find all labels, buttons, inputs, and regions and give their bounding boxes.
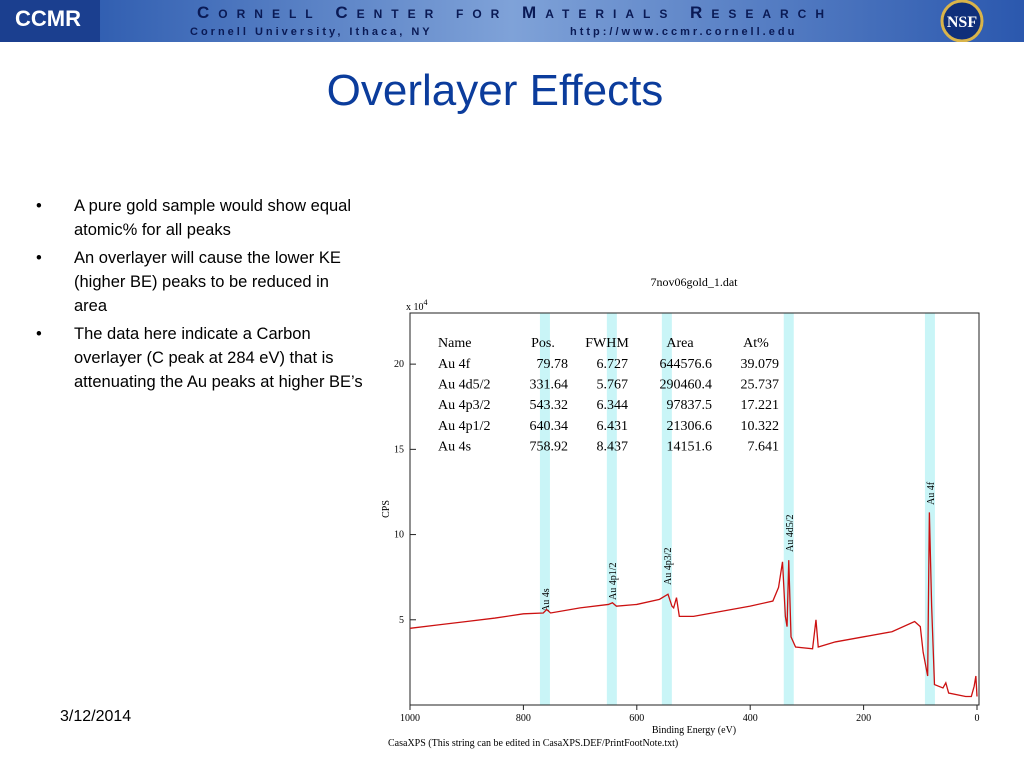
- table-header: Name: [438, 336, 471, 351]
- table-cell: Au 4f: [438, 357, 471, 372]
- y-tick-label: 15: [394, 444, 404, 455]
- header-url: http://www.ccmr.cornell.edu: [570, 26, 797, 38]
- table-cell: 8.437: [597, 439, 629, 454]
- peak-band: [783, 313, 794, 705]
- bullet-list: A pure gold sample would show equal atom…: [34, 194, 364, 398]
- bullet: An overlayer will cause the lower KE (hi…: [34, 246, 364, 318]
- table-cell: Au 4p3/2: [438, 398, 491, 413]
- x-tick-label: 200: [856, 713, 871, 724]
- peak-band: [661, 313, 672, 705]
- header: CCMR Cornell Center for Materials Resear…: [0, 0, 1024, 42]
- peak-label: Au 4p3/2: [663, 548, 674, 586]
- table-cell: 640.34: [530, 419, 569, 434]
- table-cell: 7.641: [748, 439, 780, 454]
- table-cell: 79.78: [537, 357, 569, 372]
- table-cell: 17.221: [741, 398, 780, 413]
- table-cell: 39.079: [741, 357, 780, 372]
- table-cell: 644576.6: [660, 357, 713, 372]
- x-tick-label: 800: [516, 713, 531, 724]
- y-multiplier-exponent: 4: [424, 298, 428, 307]
- table-header: FWHM: [585, 336, 629, 351]
- peak-label: Au 4p1/2: [608, 563, 619, 601]
- table-cell: Au 4s: [438, 439, 471, 454]
- logo-right: NSF: [947, 14, 977, 31]
- table-header: At%: [743, 336, 769, 351]
- table-header: Area: [666, 336, 694, 351]
- peak-label: Au 4f: [926, 481, 937, 505]
- table-cell: 21306.6: [667, 419, 713, 434]
- logo-right-seal: [940, 0, 984, 42]
- table-cell: 6.431: [597, 419, 629, 434]
- x-tick-label: 600: [629, 713, 644, 724]
- x-tick-label: 0: [975, 713, 980, 724]
- y-axis-label: CPS: [381, 500, 392, 518]
- table-cell: 331.64: [530, 378, 569, 393]
- chart-title: 7nov06gold_1.dat: [651, 275, 739, 289]
- table-cell: 14151.6: [667, 439, 713, 454]
- y-tick-label: 10: [394, 530, 404, 541]
- x-tick-label: 1000: [400, 713, 420, 724]
- table-cell: Au 4p1/2: [438, 419, 491, 434]
- table-cell: 5.767: [597, 378, 629, 393]
- y-tick-label: 5: [399, 615, 404, 626]
- y-multiplier-base: x 10: [406, 302, 424, 313]
- table-cell: 25.737: [741, 378, 780, 393]
- table-header: Pos.: [531, 336, 555, 351]
- y-multiplier: x 104: [406, 298, 428, 313]
- header-location: Cornell University, Ithaca, NY: [190, 26, 433, 38]
- slide-title: Overlayer Effects: [326, 66, 664, 115]
- peak-label: Au 4d5/2: [785, 515, 796, 553]
- table-cell: 543.32: [530, 398, 569, 413]
- plot-frame: [409, 312, 980, 706]
- table-cell: 6.344: [597, 398, 629, 413]
- spectrum-line: [409, 512, 978, 698]
- peak-label: Au 4s: [541, 588, 552, 612]
- table-cell: 758.92: [530, 439, 569, 454]
- x-tick-label: 400: [743, 713, 758, 724]
- logo-left: CCMR: [15, 6, 81, 31]
- table-cell: Au 4d5/2: [438, 378, 491, 393]
- table-cell: 290460.4: [660, 378, 713, 393]
- peak-band: [606, 313, 617, 705]
- peak-band: [924, 313, 935, 705]
- header-bar: [0, 0, 1024, 42]
- x-axis-label: Binding Energy (eV): [652, 725, 736, 736]
- table-cell: 6.727: [597, 357, 629, 372]
- y-tick-label: 20: [394, 359, 404, 370]
- logo-left-bg: [0, 0, 100, 42]
- bullet: The data here indicate a Carbon overlaye…: [34, 322, 364, 394]
- table-cell: 97837.5: [667, 398, 713, 413]
- bullet: A pure gold sample would show equal atom…: [34, 194, 364, 242]
- footnote: CasaXPS (This string can be edited in Ca…: [388, 738, 678, 749]
- header-title: Cornell Center for Materials Research: [197, 3, 833, 22]
- slide-date: 3/12/2014: [60, 708, 132, 725]
- table-cell: 10.322: [741, 419, 780, 434]
- peak-band: [539, 313, 550, 705]
